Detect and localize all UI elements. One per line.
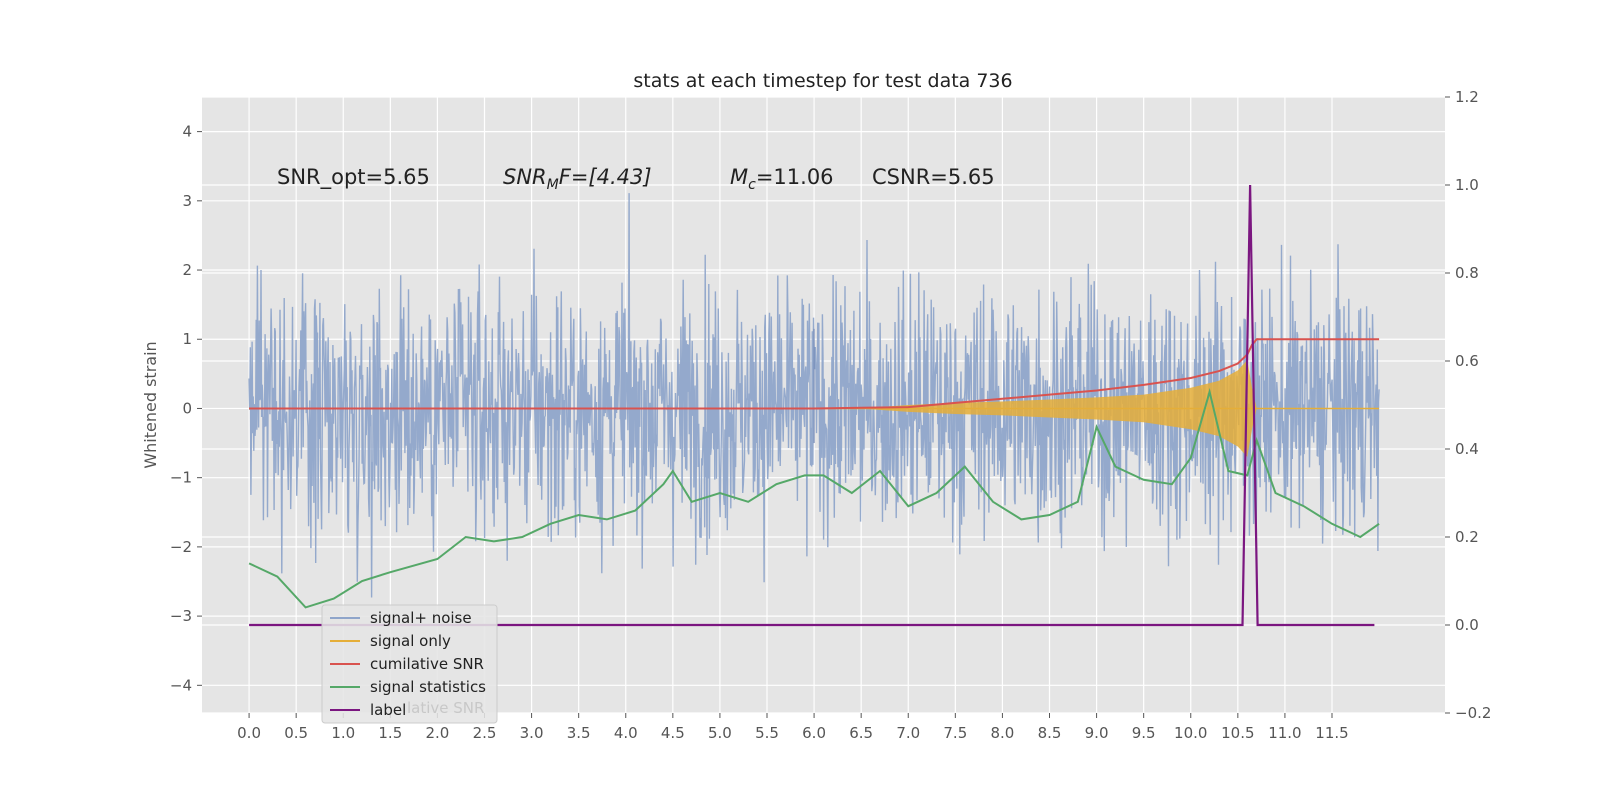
annotation-mc-base: M (730, 165, 748, 189)
x-tick-label: 11.0 (1268, 724, 1301, 742)
legend-entry: cumilative SNR (370, 655, 484, 673)
x-tick-label: 9.0 (1085, 724, 1109, 742)
y-right-tick-label: 0.4 (1455, 440, 1479, 458)
x-tick-label: 8.5 (1038, 724, 1062, 742)
y-right-tick-label: 1.2 (1455, 88, 1479, 106)
y-tick-label: 0 (182, 399, 192, 417)
x-tick-label: 10.5 (1221, 724, 1254, 742)
x-tick-label: 10.0 (1174, 724, 1207, 742)
legend-entry: label (370, 701, 406, 719)
x-tick-label: 0.5 (284, 724, 308, 742)
y-right-tick-label: 0.6 (1455, 352, 1479, 370)
signal-statistics-line (248, 387, 1380, 609)
x-tick-label: 4.0 (614, 724, 638, 742)
x-tick-label: 3.0 (520, 724, 544, 742)
y-tick-label: −2 (170, 538, 192, 556)
x-axis-ticks: 0.0 0.5 1.0 1.5 2.0 2.5 3.0 3.5 4.0 4.5 5.0 5.5 6.0 6… (237, 713, 1349, 742)
y-axis-label: Whitened strain (141, 341, 160, 468)
x-tick-label: 8.0 (990, 724, 1014, 742)
annotation-mc: Mc=11.06 (730, 165, 834, 193)
annotation-mc-rest: =11.06 (756, 165, 834, 189)
legend-entry: signal only (370, 632, 451, 650)
x-tick-label: 7.0 (896, 724, 920, 742)
label-series (249, 184, 1375, 627)
y-tick-label: 4 (182, 123, 192, 141)
y-tick-label: 3 (182, 192, 192, 210)
x-tick-label: 5.0 (708, 724, 732, 742)
annotation-snr-opt: SNR_opt=5.65 (277, 165, 430, 190)
y-tick-label: −3 (170, 607, 192, 625)
cumulative-snr-series (249, 338, 1380, 410)
y-right-tick-label: 0.0 (1455, 616, 1479, 634)
y-tick-label: 2 (182, 261, 192, 279)
legend-box (321, 604, 498, 724)
chart-title: stats at each timestep for test data 736 (633, 70, 1012, 92)
x-tick-label: 5.5 (755, 724, 779, 742)
x-tick-label: 6.0 (802, 724, 826, 742)
x-tick-label: 1.5 (378, 724, 402, 742)
cumulative-snr-line (249, 338, 1380, 410)
x-tick-label: 6.5 (849, 724, 873, 742)
legend-entry: signal+ noise (370, 609, 472, 627)
annotation-mc-sub: c (748, 177, 756, 193)
y-tick-label: −1 (170, 469, 192, 487)
annotation-snr-mf: SNRMF=[4.43] (503, 165, 652, 193)
annotation-csnr: CSNR=5.65 (872, 165, 995, 189)
x-tick-label: 9.5 (1132, 724, 1156, 742)
x-tick-label: 4.5 (661, 724, 685, 742)
signal-statistics-series (248, 387, 1380, 609)
legend: lative SNR signal+ noise signal only cumil… (321, 604, 498, 724)
x-tick-label: 2.0 (425, 724, 449, 742)
legend-entry: signal statistics (370, 678, 486, 696)
x-tick-label: 0.0 (237, 724, 261, 742)
y-axis-ticks: 4 3 2 1 0 −1 −2 −3 −4 (170, 123, 202, 694)
annotation-snr-mf-rest: F=[4.43] (559, 165, 652, 189)
x-tick-label: 3.5 (567, 724, 591, 742)
y-axis-right-ticks: 1.2 1.0 0.8 0.6 0.4 0.2 0.0 −0.2 (1445, 88, 1491, 722)
x-tick-label: 2.5 (473, 724, 497, 742)
label-line (249, 184, 1375, 627)
x-tick-label: 7.5 (943, 724, 967, 742)
y-right-tick-label: −0.2 (1455, 704, 1491, 722)
legend-ghost-text: lative SNR (407, 699, 484, 717)
y-right-tick-label: 0.2 (1455, 528, 1479, 546)
annotation-snr-mf-base: SNR (503, 165, 547, 189)
y-tick-label: 1 (182, 330, 192, 348)
x-tick-label: 11.5 (1315, 724, 1348, 742)
x-tick-label: 1.0 (331, 724, 355, 742)
annotation-snr-mf-sub: M (547, 177, 559, 193)
y-right-tick-label: 0.8 (1455, 264, 1479, 282)
y-tick-label: −4 (170, 676, 192, 694)
y-right-tick-label: 1.0 (1455, 176, 1479, 194)
